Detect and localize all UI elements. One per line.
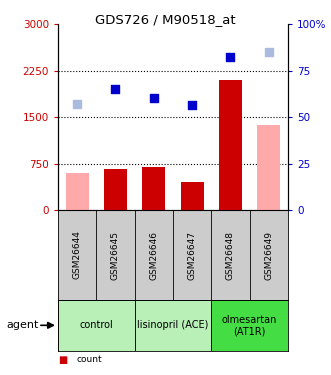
Text: agent: agent (7, 320, 39, 330)
Point (74, 100, 80, 106)
Point (228, 54, 233, 60)
Text: GSM26648: GSM26648 (226, 231, 235, 279)
Text: count: count (76, 356, 102, 364)
Bar (58, 300, 135, 351)
Bar (104, 169, 127, 210)
Text: control: control (79, 320, 113, 330)
Text: GSM26647: GSM26647 (188, 231, 197, 279)
Text: GDS726 / M90518_at: GDS726 / M90518_at (95, 13, 236, 26)
Text: olmesartan
(AT1R): olmesartan (AT1R) (222, 315, 277, 336)
Bar (142, 166, 165, 210)
Bar (219, 80, 242, 210)
Bar (257, 124, 280, 210)
Text: GSM26646: GSM26646 (149, 231, 158, 279)
Bar (211, 300, 288, 351)
Text: GSM26644: GSM26644 (72, 231, 82, 279)
Point (266, 49, 271, 55)
Point (113, 86, 118, 92)
Bar (181, 182, 204, 210)
Text: ■: ■ (58, 355, 67, 365)
Bar (135, 300, 211, 351)
Bar (66, 173, 89, 210)
Text: GSM26645: GSM26645 (111, 231, 120, 279)
Text: GSM26649: GSM26649 (264, 231, 273, 279)
Point (189, 102, 195, 108)
Text: lisinopril (ACE): lisinopril (ACE) (137, 320, 209, 330)
Point (151, 95, 157, 101)
